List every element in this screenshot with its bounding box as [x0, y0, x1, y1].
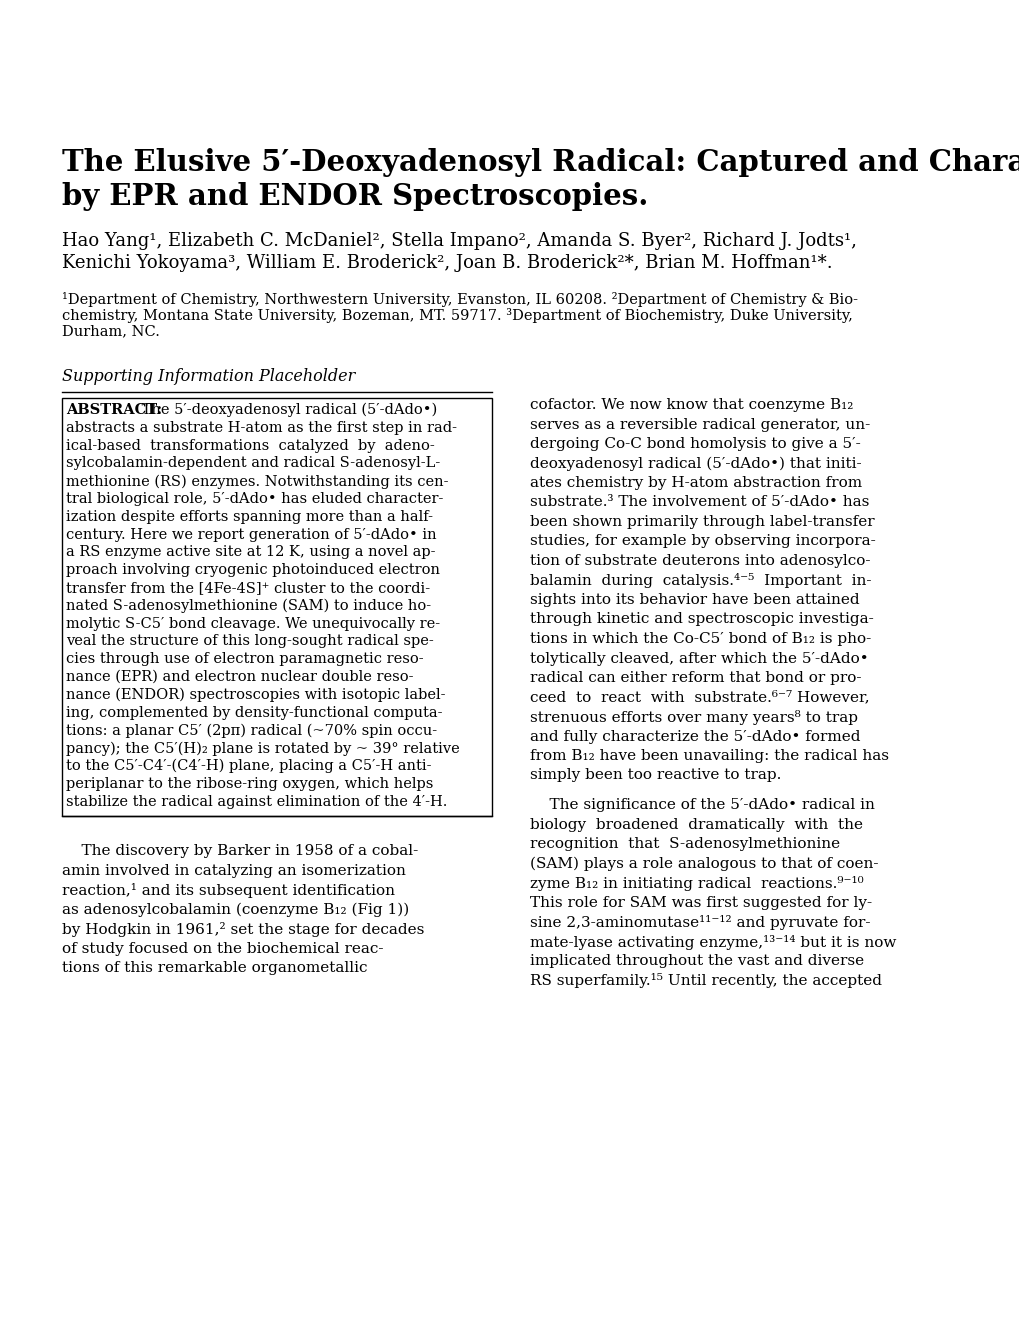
Text: This role for SAM was first suggested for ly-: This role for SAM was first suggested fo…: [530, 895, 871, 909]
Text: RS superfamily.¹⁵ Until recently, the accepted: RS superfamily.¹⁵ Until recently, the ac…: [530, 974, 881, 989]
Text: as adenosylcobalamin (coenzyme B₁₂ (Fig 1)): as adenosylcobalamin (coenzyme B₁₂ (Fig …: [62, 903, 409, 917]
Text: nated S-adenosylmethionine (SAM) to induce ho-: nated S-adenosylmethionine (SAM) to indu…: [66, 599, 431, 614]
Text: ceed  to  react  with  substrate.⁶⁻⁷ However,: ceed to react with substrate.⁶⁻⁷ However…: [530, 690, 869, 705]
Text: veal the structure of this long-sought radical spe-: veal the structure of this long-sought r…: [66, 635, 433, 648]
Text: The 5′-deoxyadenosyl radical (5′-dAdo•): The 5′-deoxyadenosyl radical (5′-dAdo•): [137, 403, 437, 417]
Text: tral biological role, 5′-dAdo• has eluded character-: tral biological role, 5′-dAdo• has elude…: [66, 492, 443, 506]
Text: a RS enzyme active site at 12 K, using a novel ap-: a RS enzyme active site at 12 K, using a…: [66, 545, 435, 560]
Text: tions of this remarkable organometallic: tions of this remarkable organometallic: [62, 961, 367, 975]
Text: methionine (RS) enzymes. Notwithstanding its cen-: methionine (RS) enzymes. Notwithstanding…: [66, 474, 448, 488]
Text: sights into its behavior have been attained: sights into its behavior have been attai…: [530, 593, 859, 607]
Text: abstracts a substrate H-atom as the first step in rad-: abstracts a substrate H-atom as the firs…: [66, 421, 457, 434]
Text: tions in which the Co-C5′ bond of B₁₂ is pho-: tions in which the Co-C5′ bond of B₁₂ is…: [530, 632, 870, 645]
Text: periplanar to the ribose-ring oxygen, which helps: periplanar to the ribose-ring oxygen, wh…: [66, 776, 433, 791]
Text: ing, complemented by density-functional computa-: ing, complemented by density-functional …: [66, 706, 442, 719]
Text: substrate.³ The involvement of 5′-dAdo• has: substrate.³ The involvement of 5′-dAdo• …: [530, 495, 868, 510]
Text: through kinetic and spectroscopic investiga-: through kinetic and spectroscopic invest…: [530, 612, 873, 627]
Text: of study focused on the biochemical reac-: of study focused on the biochemical reac…: [62, 942, 383, 956]
Text: cofactor. We now know that coenzyme B₁₂: cofactor. We now know that coenzyme B₁₂: [530, 399, 853, 412]
Text: proach involving cryogenic photoinduced electron: proach involving cryogenic photoinduced …: [66, 564, 439, 577]
Text: ical-based  transformations  catalyzed  by  adeno-: ical-based transformations catalyzed by …: [66, 438, 434, 453]
Text: been shown primarily through label-transfer: been shown primarily through label-trans…: [530, 515, 873, 529]
Text: stabilize the radical against elimination of the 4′-H.: stabilize the radical against eliminatio…: [66, 795, 447, 809]
Text: The Elusive 5′-Deoxyadenosyl Radical: Captured and Characterized: The Elusive 5′-Deoxyadenosyl Radical: Ca…: [62, 148, 1019, 177]
Text: zyme B₁₂ in initiating radical  reactions.⁹⁻¹⁰: zyme B₁₂ in initiating radical reactions…: [530, 876, 863, 891]
Text: nance (ENDOR) spectroscopies with isotopic label-: nance (ENDOR) spectroscopies with isotop…: [66, 688, 445, 702]
Text: tion of substrate deuterons into adenosylco-: tion of substrate deuterons into adenosy…: [530, 554, 869, 568]
Text: radical can either reform that bond or pro-: radical can either reform that bond or p…: [530, 671, 861, 685]
Text: from B₁₂ have been unavailing: the radical has: from B₁₂ have been unavailing: the radic…: [530, 748, 889, 763]
Text: ization despite efforts spanning more than a half-: ization despite efforts spanning more th…: [66, 510, 433, 524]
Text: pancy); the C5′(H)₂ plane is rotated by ~ 39° relative: pancy); the C5′(H)₂ plane is rotated by …: [66, 742, 460, 755]
Text: sylcobalamin-dependent and radical S-adenosyl-L-: sylcobalamin-dependent and radical S-ade…: [66, 457, 440, 470]
Text: deoxyadenosyl radical (5′-dAdo•) that initi-: deoxyadenosyl radical (5′-dAdo•) that in…: [530, 457, 861, 471]
Text: implicated throughout the vast and diverse: implicated throughout the vast and diver…: [530, 954, 863, 968]
Text: Durham, NC.: Durham, NC.: [62, 323, 160, 338]
Text: cies through use of electron paramagnetic reso-: cies through use of electron paramagneti…: [66, 652, 423, 667]
Text: amin involved in catalyzing an isomerization: amin involved in catalyzing an isomeriza…: [62, 863, 406, 878]
Text: strenuous efforts over many years⁸ to trap: strenuous efforts over many years⁸ to tr…: [530, 710, 857, 725]
Text: balamin  during  catalysis.⁴⁻⁵  Important  in-: balamin during catalysis.⁴⁻⁵ Important i…: [530, 573, 870, 589]
Text: molytic S-C5′ bond cleavage. We unequivocally re-: molytic S-C5′ bond cleavage. We unequivo…: [66, 616, 439, 631]
Text: chemistry, Montana State University, Bozeman, MT. 59717. ³Department of Biochemi: chemistry, Montana State University, Boz…: [62, 308, 852, 323]
Text: tolytically cleaved, after which the 5′-dAdo•: tolytically cleaved, after which the 5′-…: [530, 652, 868, 665]
Text: sine 2,3-aminomutase¹¹⁻¹² and pyruvate for-: sine 2,3-aminomutase¹¹⁻¹² and pyruvate f…: [530, 915, 869, 931]
Text: (SAM) plays a role analogous to that of coen-: (SAM) plays a role analogous to that of …: [530, 857, 877, 871]
Text: Supporting Information Placeholder: Supporting Information Placeholder: [62, 368, 355, 385]
Text: Hao Yang¹, Elizabeth C. McDaniel², Stella Impano², Amanda S. Byer², Richard J. J: Hao Yang¹, Elizabeth C. McDaniel², Stell…: [62, 232, 856, 249]
Text: studies, for example by observing incorpora-: studies, for example by observing incorp…: [530, 535, 875, 549]
Text: century. Here we report generation of 5′-dAdo• in: century. Here we report generation of 5′…: [66, 528, 436, 541]
Text: by Hodgkin in 1961,² set the stage for decades: by Hodgkin in 1961,² set the stage for d…: [62, 923, 424, 937]
Text: The discovery by Barker in 1958 of a cobal-: The discovery by Barker in 1958 of a cob…: [62, 845, 418, 858]
Text: simply been too reactive to trap.: simply been too reactive to trap.: [530, 768, 781, 783]
Bar: [62, 399, 491, 816]
Text: to the C5′-C4′-(C4′-H) plane, placing a C5′-H anti-: to the C5′-C4′-(C4′-H) plane, placing a …: [66, 759, 431, 774]
Text: ABSTRACT:: ABSTRACT:: [66, 403, 162, 417]
Text: ates chemistry by H-atom abstraction from: ates chemistry by H-atom abstraction fro…: [530, 477, 861, 490]
Text: recognition  that  S-adenosylmethionine: recognition that S-adenosylmethionine: [530, 837, 840, 851]
Text: tions: a planar C5′ (2pπ) radical (~70% spin occu-: tions: a planar C5′ (2pπ) radical (~70% …: [66, 723, 437, 738]
Text: The significance of the 5′-dAdo• radical in: The significance of the 5′-dAdo• radical…: [530, 799, 874, 812]
Text: and fully characterize the 5′-dAdo• formed: and fully characterize the 5′-dAdo• form…: [530, 730, 860, 743]
Text: serves as a reversible radical generator, un-: serves as a reversible radical generator…: [530, 417, 869, 432]
Text: mate-lyase activating enzyme,¹³⁻¹⁴ but it is now: mate-lyase activating enzyme,¹³⁻¹⁴ but i…: [530, 935, 896, 949]
Text: by EPR and ENDOR Spectroscopies.: by EPR and ENDOR Spectroscopies.: [62, 182, 648, 211]
Text: transfer from the [4Fe-4S]⁺ cluster to the coordi-: transfer from the [4Fe-4S]⁺ cluster to t…: [66, 581, 430, 595]
Text: dergoing Co-C bond homolysis to give a 5′-: dergoing Co-C bond homolysis to give a 5…: [530, 437, 860, 451]
Text: reaction,¹ and its subsequent identification: reaction,¹ and its subsequent identifica…: [62, 883, 394, 899]
Text: ¹Department of Chemistry, Northwestern University, Evanston, IL 60208. ²Departme: ¹Department of Chemistry, Northwestern U…: [62, 292, 857, 308]
Text: Kenichi Yokoyama³, William E. Broderick², Joan B. Broderick²*, Brian M. Hoffman¹: Kenichi Yokoyama³, William E. Broderick²…: [62, 253, 832, 272]
Text: nance (EPR) and electron nuclear double reso-: nance (EPR) and electron nuclear double …: [66, 671, 413, 684]
Text: biology  broadened  dramatically  with  the: biology broadened dramatically with the: [530, 817, 862, 832]
